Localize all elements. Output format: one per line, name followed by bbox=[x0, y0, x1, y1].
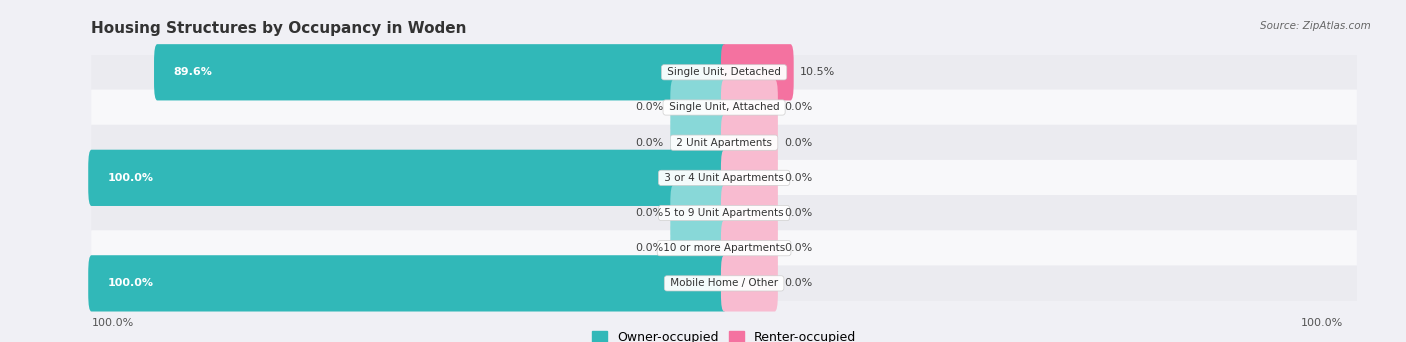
FancyBboxPatch shape bbox=[91, 54, 1357, 90]
FancyBboxPatch shape bbox=[721, 255, 778, 312]
Text: 0.0%: 0.0% bbox=[636, 208, 664, 218]
FancyBboxPatch shape bbox=[671, 185, 727, 241]
FancyBboxPatch shape bbox=[721, 150, 778, 206]
FancyBboxPatch shape bbox=[91, 125, 1357, 161]
Text: 100.0%: 100.0% bbox=[107, 278, 153, 288]
Text: 2 Unit Apartments: 2 Unit Apartments bbox=[673, 138, 775, 148]
FancyBboxPatch shape bbox=[721, 185, 778, 241]
Text: Mobile Home / Other: Mobile Home / Other bbox=[666, 278, 782, 288]
Text: Single Unit, Detached: Single Unit, Detached bbox=[664, 67, 785, 77]
Text: Housing Structures by Occupancy in Woden: Housing Structures by Occupancy in Woden bbox=[91, 21, 467, 36]
FancyBboxPatch shape bbox=[91, 90, 1357, 126]
Text: 0.0%: 0.0% bbox=[636, 138, 664, 148]
FancyBboxPatch shape bbox=[721, 44, 793, 101]
Text: 100.0%: 100.0% bbox=[107, 173, 153, 183]
Text: 0.0%: 0.0% bbox=[636, 243, 664, 253]
Text: 10.5%: 10.5% bbox=[800, 67, 835, 77]
FancyBboxPatch shape bbox=[155, 44, 727, 101]
Text: 3 or 4 Unit Apartments: 3 or 4 Unit Apartments bbox=[661, 173, 787, 183]
Text: 0.0%: 0.0% bbox=[785, 103, 813, 113]
Text: 5 to 9 Unit Apartments: 5 to 9 Unit Apartments bbox=[661, 208, 787, 218]
FancyBboxPatch shape bbox=[671, 115, 727, 171]
Legend: Owner-occupied, Renter-occupied: Owner-occupied, Renter-occupied bbox=[588, 326, 860, 342]
Text: 0.0%: 0.0% bbox=[636, 103, 664, 113]
FancyBboxPatch shape bbox=[91, 265, 1357, 301]
Text: 100.0%: 100.0% bbox=[1301, 318, 1343, 328]
Text: Source: ZipAtlas.com: Source: ZipAtlas.com bbox=[1260, 21, 1371, 30]
FancyBboxPatch shape bbox=[91, 160, 1357, 196]
Text: 0.0%: 0.0% bbox=[785, 173, 813, 183]
FancyBboxPatch shape bbox=[91, 195, 1357, 231]
FancyBboxPatch shape bbox=[721, 220, 778, 276]
FancyBboxPatch shape bbox=[91, 230, 1357, 266]
Text: 10 or more Apartments: 10 or more Apartments bbox=[659, 243, 789, 253]
FancyBboxPatch shape bbox=[89, 150, 727, 206]
FancyBboxPatch shape bbox=[671, 79, 727, 136]
FancyBboxPatch shape bbox=[89, 255, 727, 312]
Text: 89.6%: 89.6% bbox=[173, 67, 212, 77]
FancyBboxPatch shape bbox=[721, 79, 778, 136]
Text: 0.0%: 0.0% bbox=[785, 138, 813, 148]
Text: Single Unit, Attached: Single Unit, Attached bbox=[665, 103, 783, 113]
FancyBboxPatch shape bbox=[721, 115, 778, 171]
Text: 0.0%: 0.0% bbox=[785, 278, 813, 288]
Text: 0.0%: 0.0% bbox=[785, 208, 813, 218]
Text: 0.0%: 0.0% bbox=[785, 243, 813, 253]
FancyBboxPatch shape bbox=[671, 220, 727, 276]
Text: 100.0%: 100.0% bbox=[91, 318, 134, 328]
